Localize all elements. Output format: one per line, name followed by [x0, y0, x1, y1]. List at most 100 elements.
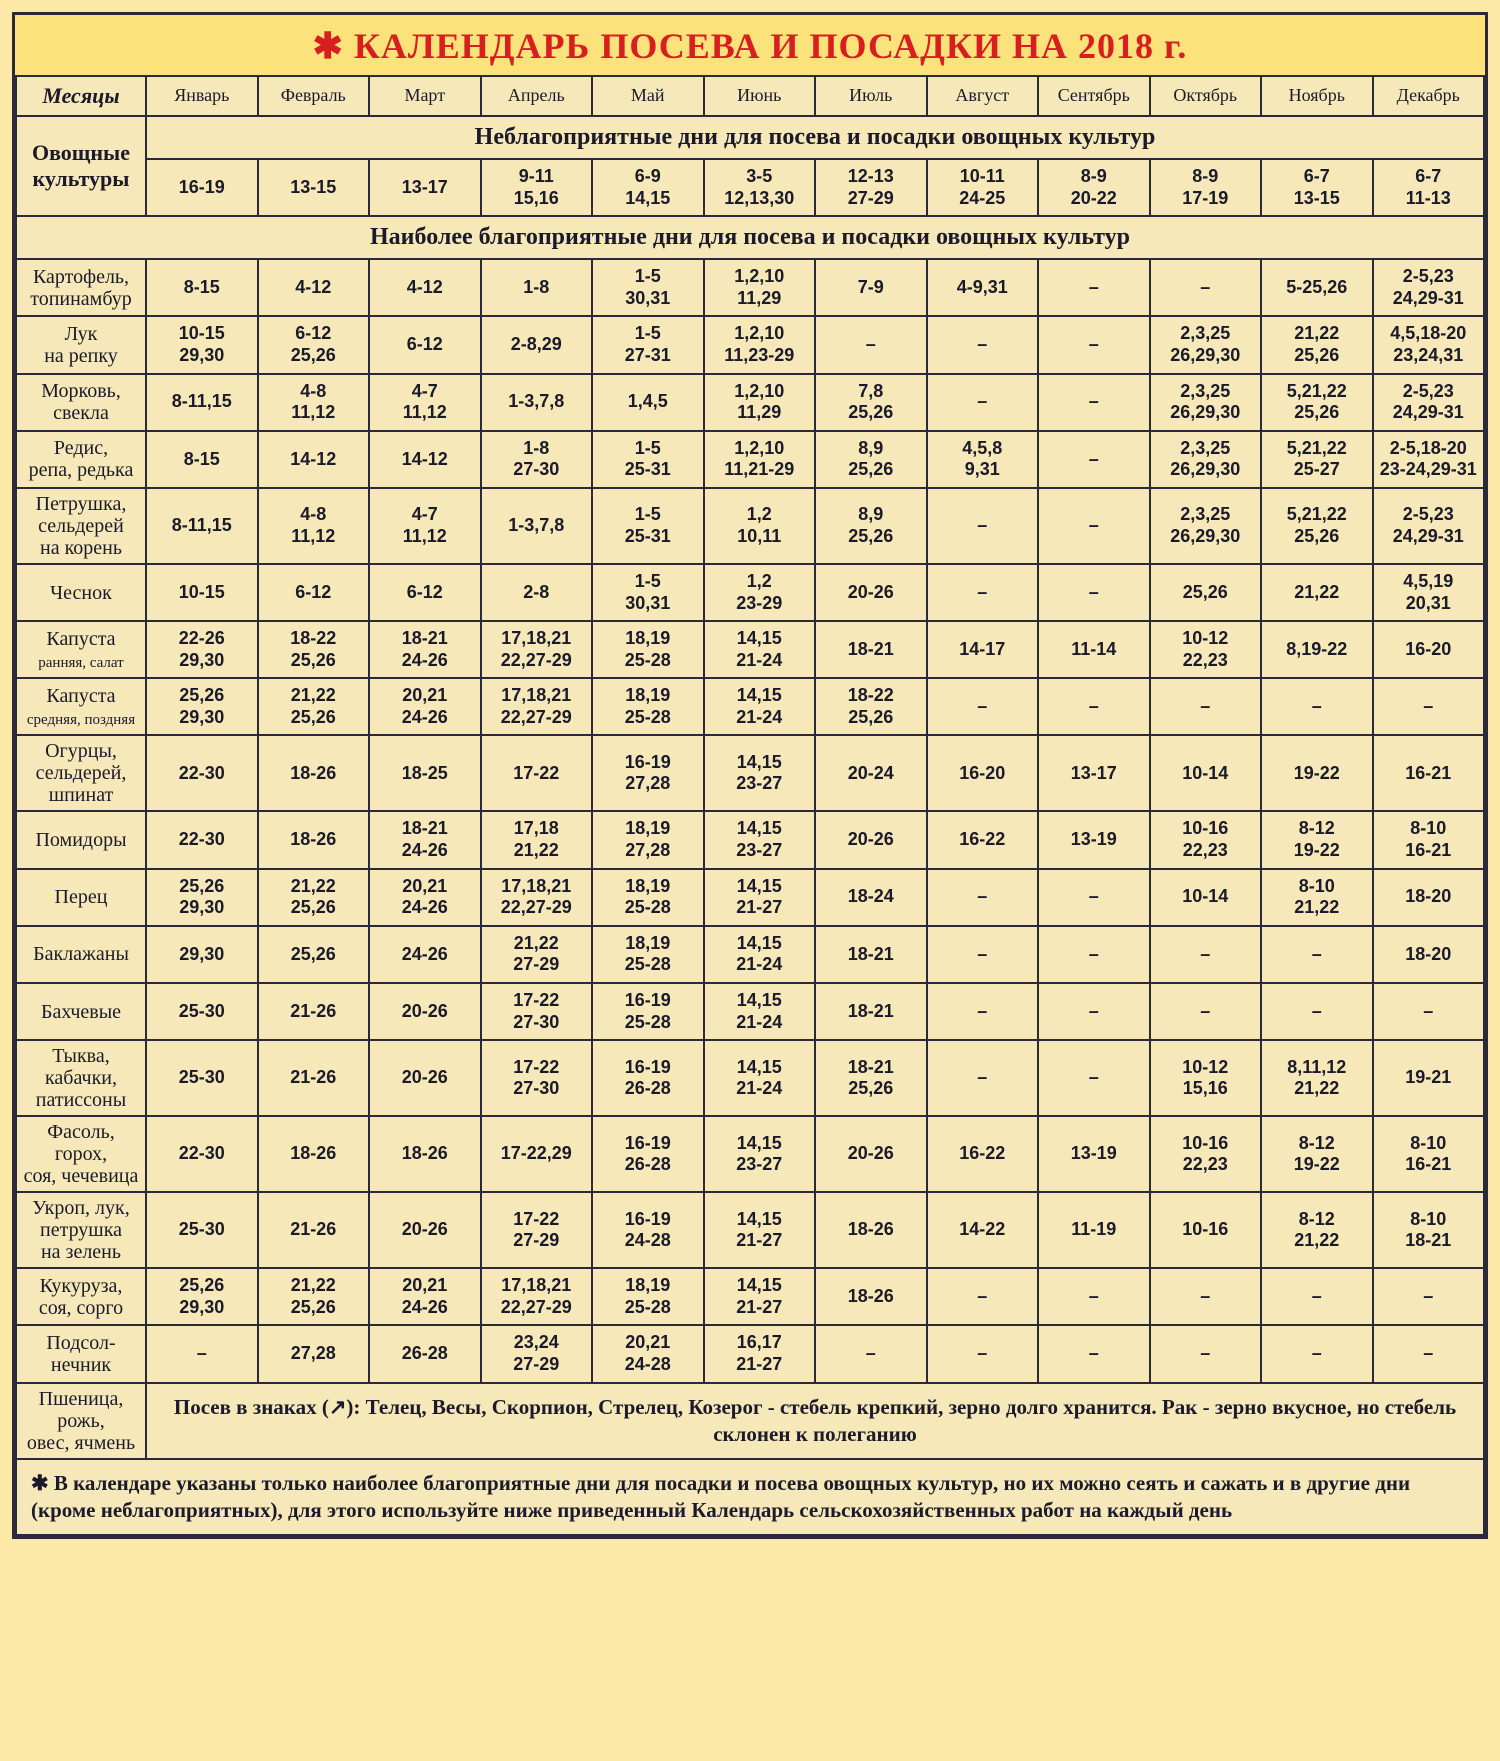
cell-0-1: 4-12 [258, 259, 370, 316]
cell-16-4: 18,1925-28 [592, 1268, 704, 1325]
cell-14-2: 18-26 [369, 1116, 481, 1192]
cell-3-4: 1-525-31 [592, 431, 704, 488]
cell-7-0: 25,2629,30 [146, 678, 258, 735]
unfavorable-11: 6-711-13 [1373, 159, 1485, 216]
cell-7-11: – [1373, 678, 1485, 735]
unfavorable-3: 9-1115,16 [481, 159, 593, 216]
cell-7-7: – [927, 678, 1039, 735]
cell-0-8: – [1038, 259, 1150, 316]
cell-14-5: 14,1523-27 [704, 1116, 816, 1192]
cell-3-10: 5,21,2225-27 [1261, 431, 1373, 488]
table-row: Лукна репку10-1529,306-1225,266-122-8,29… [16, 316, 1484, 373]
cell-15-3: 17-2227-29 [481, 1192, 593, 1268]
cell-8-4: 16-1927,28 [592, 735, 704, 811]
cell-15-10: 8-1221,22 [1261, 1192, 1373, 1268]
cell-14-11: 8-1016-21 [1373, 1116, 1485, 1192]
unfavorable-10: 6-713-15 [1261, 159, 1373, 216]
section1-title: Неблагоприятные дни для посева и посадки… [146, 116, 1484, 159]
table-row: Фасоль, горох,соя, чечевица22-3018-2618-… [16, 1116, 1484, 1192]
cell-3-3: 1-827-30 [481, 431, 593, 488]
cell-0-3: 1-8 [481, 259, 593, 316]
cell-1-9: 2,3,2526,29,30 [1150, 316, 1262, 373]
crop-label: Лукна репку [16, 316, 146, 373]
unfavorable-8: 8-920-22 [1038, 159, 1150, 216]
cell-10-9: 10-14 [1150, 869, 1262, 926]
cell-9-9: 10-1622,23 [1150, 811, 1262, 868]
cell-17-4: 20,2124-28 [592, 1325, 704, 1382]
month-col-2: Март [369, 76, 481, 116]
cell-12-2: 20-26 [369, 983, 481, 1040]
cell-17-1: 27,28 [258, 1325, 370, 1382]
month-col-6: Июль [815, 76, 927, 116]
cell-14-4: 16-1926-28 [592, 1116, 704, 1192]
cell-3-0: 8-15 [146, 431, 258, 488]
table-row: Перец25,2629,3021,2225,2620,2124-2617,18… [16, 869, 1484, 926]
cell-16-6: 18-26 [815, 1268, 927, 1325]
cell-2-7: – [927, 374, 1039, 431]
cell-15-11: 8-1018-21 [1373, 1192, 1485, 1268]
crop-label: Тыква,кабачки, патиссоны [16, 1040, 146, 1116]
cell-5-11: 4,5,1920,31 [1373, 564, 1485, 621]
cell-5-10: 21,22 [1261, 564, 1373, 621]
cell-2-5: 1,2,1011,29 [704, 374, 816, 431]
cell-11-1: 25,26 [258, 926, 370, 983]
crop-label: Подсол-нечник [16, 1325, 146, 1382]
cell-15-8: 11-19 [1038, 1192, 1150, 1268]
cell-0-7: 4-9,31 [927, 259, 1039, 316]
cell-0-2: 4-12 [369, 259, 481, 316]
cell-12-9: – [1150, 983, 1262, 1040]
month-col-10: Ноябрь [1261, 76, 1373, 116]
table-row: Картофель,топинамбур8-154-124-121-81-530… [16, 259, 1484, 316]
cell-16-1: 21,2225,26 [258, 1268, 370, 1325]
cell-5-1: 6-12 [258, 564, 370, 621]
cell-7-5: 14,1521-24 [704, 678, 816, 735]
cell-17-8: – [1038, 1325, 1150, 1382]
cell-16-9: – [1150, 1268, 1262, 1325]
cell-0-9: – [1150, 259, 1262, 316]
cell-14-1: 18-26 [258, 1116, 370, 1192]
cell-14-3: 17-22,29 [481, 1116, 593, 1192]
unfavorable-9: 8-917-19 [1150, 159, 1262, 216]
cell-10-1: 21,2225,26 [258, 869, 370, 926]
cell-2-6: 7,825,26 [815, 374, 927, 431]
cell-15-2: 20-26 [369, 1192, 481, 1268]
crop-label: Петрушка, сельдерейна корень [16, 488, 146, 564]
month-col-1: Февраль [258, 76, 370, 116]
cell-8-8: 13-17 [1038, 735, 1150, 811]
crop-label: Баклажаны [16, 926, 146, 983]
cell-3-9: 2,3,2526,29,30 [1150, 431, 1262, 488]
crop-label: Помидоры [16, 811, 146, 868]
cell-12-3: 17-2227-30 [481, 983, 593, 1040]
cell-11-5: 14,1521-24 [704, 926, 816, 983]
cell-11-9: – [1150, 926, 1262, 983]
cell-15-9: 10-16 [1150, 1192, 1262, 1268]
cell-4-8: – [1038, 488, 1150, 564]
cell-16-10: – [1261, 1268, 1373, 1325]
cell-12-11: – [1373, 983, 1485, 1040]
cell-17-6: – [815, 1325, 927, 1382]
cell-8-6: 20-24 [815, 735, 927, 811]
cell-11-4: 18,1925-28 [592, 926, 704, 983]
cell-12-6: 18-21 [815, 983, 927, 1040]
table-row: Подсол-нечник–27,2826-2823,2427-2920,212… [16, 1325, 1484, 1382]
cell-10-3: 17,18,2122,27-29 [481, 869, 593, 926]
cell-11-6: 18-21 [815, 926, 927, 983]
cell-0-11: 2-5,2324,29-31 [1373, 259, 1485, 316]
cell-6-7: 14-17 [927, 621, 1039, 678]
crop-label: Укроп, лук, петрушкана зелень [16, 1192, 146, 1268]
cell-10-8: – [1038, 869, 1150, 926]
cell-13-10: 8,11,1221,22 [1261, 1040, 1373, 1116]
cell-9-11: 8-1016-21 [1373, 811, 1485, 868]
cell-16-7: – [927, 1268, 1039, 1325]
cell-10-5: 14,1521-27 [704, 869, 816, 926]
cell-4-0: 8-11,15 [146, 488, 258, 564]
cell-2-4: 1,4,5 [592, 374, 704, 431]
cell-1-11: 4,5,18-2023,24,31 [1373, 316, 1485, 373]
cell-16-11: – [1373, 1268, 1485, 1325]
table-row: Капустаранняя, салат22-2629,3018-2225,26… [16, 621, 1484, 678]
cell-10-7: – [927, 869, 1039, 926]
cell-3-6: 8,925,26 [815, 431, 927, 488]
cell-7-3: 17,18,2122,27-29 [481, 678, 593, 735]
cell-7-2: 20,2124-26 [369, 678, 481, 735]
cell-13-0: 25-30 [146, 1040, 258, 1116]
